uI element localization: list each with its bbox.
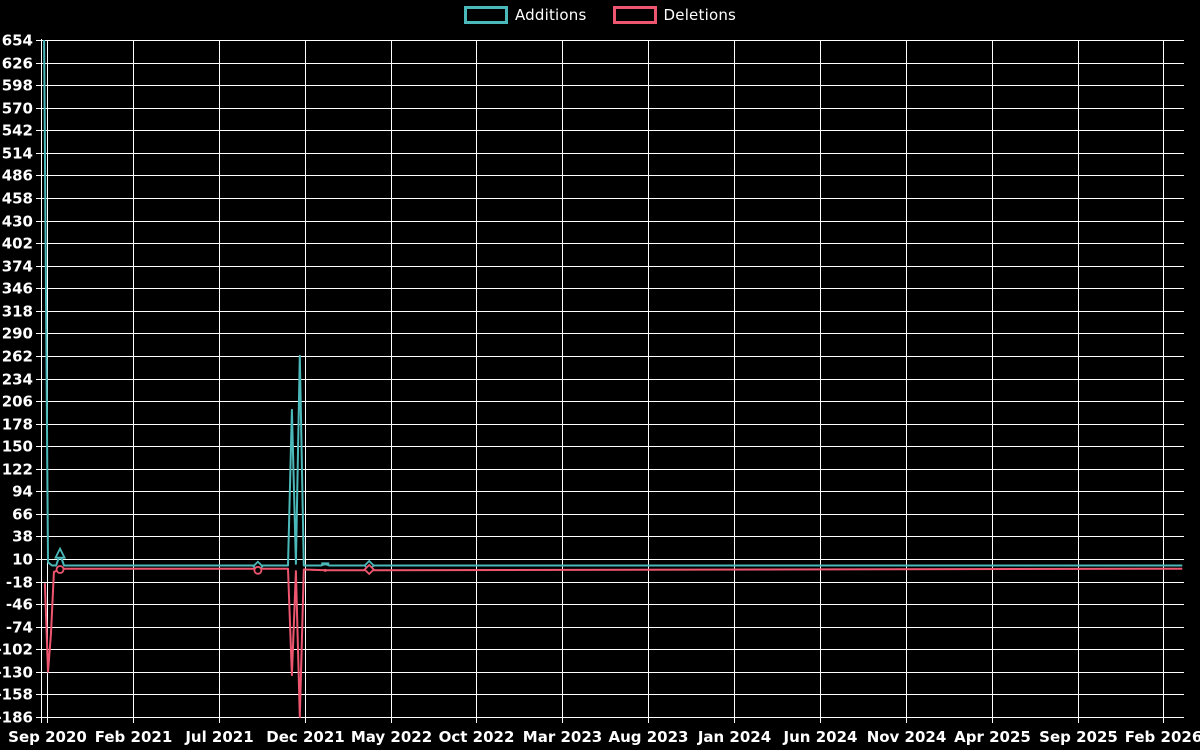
y-axis-label: 626 bbox=[2, 55, 33, 73]
deletions-swatch-icon bbox=[612, 6, 657, 24]
y-axis-label: 514 bbox=[2, 145, 33, 163]
y-axis-label: 290 bbox=[2, 325, 33, 343]
y-axis-label: 570 bbox=[2, 100, 33, 118]
y-axis-label: -74 bbox=[6, 619, 33, 637]
additions-swatch-icon bbox=[463, 6, 508, 24]
y-axis-label: 430 bbox=[2, 213, 33, 231]
y-axis-label: 654 bbox=[2, 32, 33, 50]
y-axis-label: -158 bbox=[0, 686, 33, 704]
legend-label-additions: Additions bbox=[514, 6, 587, 24]
y-axis-label: 458 bbox=[2, 190, 33, 208]
y-axis-label: 346 bbox=[2, 280, 33, 298]
x-axis-label: Jan 2024 bbox=[697, 728, 771, 746]
y-axis-label: 10 bbox=[12, 551, 33, 569]
y-axis-label: 542 bbox=[2, 122, 33, 140]
x-axis-label: May 2022 bbox=[351, 728, 432, 746]
legend-item-additions[interactable]: Additions bbox=[463, 6, 587, 24]
y-axis-label: -18 bbox=[6, 574, 33, 592]
y-axis-label: 374 bbox=[2, 258, 33, 276]
x-axis-label: Mar 2023 bbox=[523, 728, 602, 746]
x-axis-label: Oct 2022 bbox=[439, 728, 515, 746]
y-axis-label: 66 bbox=[12, 506, 33, 524]
y-axis-label: 598 bbox=[2, 77, 33, 95]
x-axis-label: Feb 2026 bbox=[1125, 728, 1200, 746]
y-axis-label: -186 bbox=[0, 709, 33, 727]
additions-line bbox=[43, 39, 1183, 568]
x-axis-label: Jun 2024 bbox=[783, 728, 858, 746]
y-axis-label: -46 bbox=[6, 596, 33, 614]
x-axis-label: Aug 2023 bbox=[609, 728, 689, 746]
legend-label-deletions: Deletions bbox=[663, 6, 737, 24]
x-axis-label: Dec 2021 bbox=[266, 728, 345, 746]
y-axis-label: 486 bbox=[2, 167, 33, 185]
deletions-marker-dot bbox=[323, 568, 327, 572]
y-axis-label: 318 bbox=[2, 303, 33, 321]
y-axis-label: 206 bbox=[2, 393, 33, 411]
deletions-marker-diamond bbox=[363, 563, 375, 576]
x-axis-label: Feb 2021 bbox=[95, 728, 173, 746]
deletions-marker-circle bbox=[55, 565, 65, 574]
y-axis-label: -102 bbox=[0, 641, 33, 659]
y-axis-label: 402 bbox=[2, 235, 33, 253]
chart-legend: Additions Deletions bbox=[0, 6, 1200, 24]
y-axis-label: 38 bbox=[12, 528, 33, 546]
y-axis-label: 94 bbox=[12, 483, 33, 501]
y-axis-label: 122 bbox=[2, 461, 33, 479]
additions-marker-triangle bbox=[54, 546, 67, 559]
y-axis-label: 262 bbox=[2, 348, 33, 366]
x-axis-label: Sep 2025 bbox=[1039, 728, 1118, 746]
x-axis-label: Jul 2021 bbox=[184, 728, 253, 746]
y-axis-label: 150 bbox=[2, 438, 33, 456]
x-axis-label: Sep 2020 bbox=[8, 728, 87, 746]
legend-item-deletions[interactable]: Deletions bbox=[612, 6, 737, 24]
deletions-marker-circle bbox=[253, 565, 263, 575]
x-axis-label: Apr 2025 bbox=[954, 728, 1031, 746]
y-axis-label: -130 bbox=[0, 664, 33, 682]
y-axis-label: 234 bbox=[2, 371, 33, 389]
y-axis-label: 178 bbox=[2, 416, 33, 434]
x-axis-label: Nov 2024 bbox=[867, 728, 947, 746]
